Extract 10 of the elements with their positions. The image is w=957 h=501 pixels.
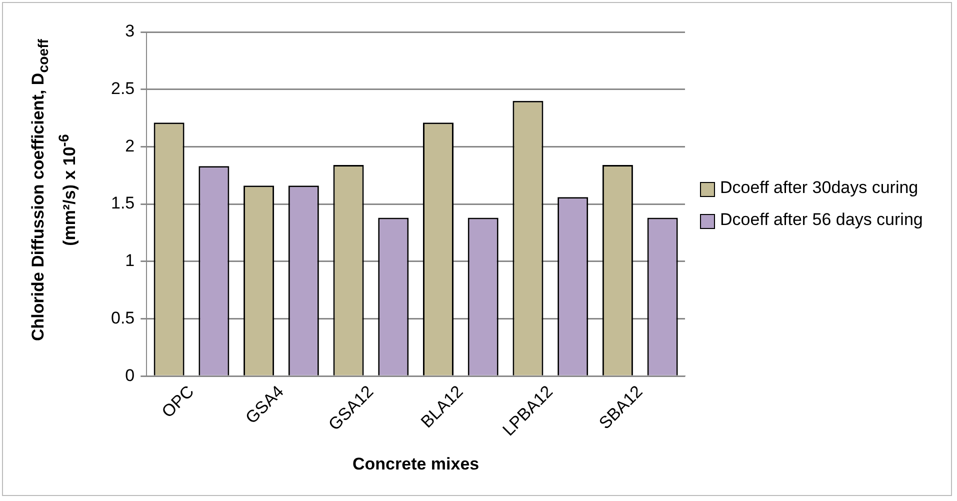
y-tick-label: 0: [125, 366, 135, 385]
y-tick-label: 2: [125, 136, 135, 156]
y-tick-label: 1.5: [110, 194, 135, 213]
y-tick-label: 3: [125, 22, 135, 41]
y-tick-label: 0.5: [110, 308, 135, 328]
y-tick-label: 2.5: [110, 79, 135, 98]
legend-label: Dcoeff after 56 days curing: [720, 210, 923, 230]
legend-label: Dcoeff after 30days curing: [720, 178, 918, 198]
x-axis-title: Concrete mixes: [352, 454, 480, 474]
y-tick-label: 1: [125, 251, 135, 270]
